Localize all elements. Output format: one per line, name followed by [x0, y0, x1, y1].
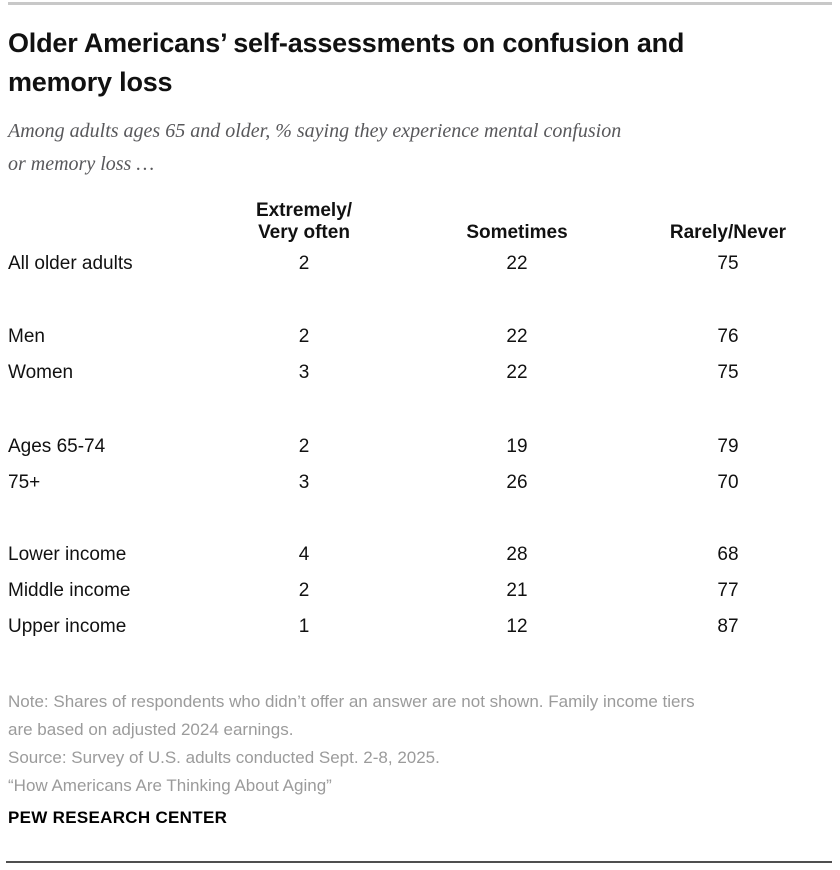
cell-value: 22 — [506, 326, 528, 347]
row-label: Middle income — [8, 580, 131, 601]
chart-subtitle-line2: or memory loss … — [8, 153, 155, 175]
chart-subtitle: Among adults ages 65 and older, % saying… — [8, 115, 832, 181]
group-gap — [8, 282, 832, 319]
cell-value: 21 — [506, 580, 528, 601]
row-label: Lower income — [8, 544, 127, 565]
column-header-rarely-never: Rarely/Never — [669, 222, 787, 243]
cell-value: 2 — [298, 580, 310, 601]
row-label: All older adults — [8, 253, 133, 274]
data-table: Extremely/ Very often Sometimes Rarely/N… — [8, 196, 832, 645]
cell-value: 26 — [506, 472, 528, 493]
table-row: Men 2 22 76 — [8, 319, 832, 355]
cell-value: 70 — [717, 472, 739, 493]
page-title-line1: Older Americans’ self-assessments on con… — [8, 28, 685, 58]
cell-value: 1 — [298, 616, 310, 637]
cell-value: 79 — [717, 436, 739, 457]
cell-value: 75 — [717, 253, 739, 274]
cell-value: 22 — [506, 253, 528, 274]
cell-value: 2 — [298, 326, 310, 347]
cell-value: 2 — [298, 253, 310, 274]
table-row: 75+ 3 26 70 — [8, 465, 832, 501]
column-header-sometimes: Sometimes — [466, 222, 568, 243]
top-divider — [8, 2, 832, 5]
note-line: Note: Shares of respondents who didn’t o… — [8, 692, 695, 711]
row-label: Upper income — [8, 616, 127, 637]
report-title-line: “How Americans Are Thinking About Aging” — [8, 776, 332, 795]
cell-value: 77 — [717, 580, 739, 601]
group-gap — [8, 391, 832, 429]
note-line: are based on adjusted 2024 earnings. — [8, 720, 294, 739]
cell-value: 19 — [506, 436, 528, 457]
column-header-extremely-very-often: Extremely/ Very often — [255, 200, 353, 243]
cell-value: 2 — [298, 436, 310, 457]
chart-subtitle-line1: Among adults ages 65 and older, % saying… — [8, 120, 622, 142]
row-label: Men — [8, 326, 45, 347]
cell-value: 12 — [506, 616, 528, 637]
page-title: Older Americans’ self-assessments on con… — [8, 24, 832, 102]
column-header-rowlabels — [8, 244, 198, 246]
pew-research-center-wordmark: PEW RESEARCH CENTER — [8, 808, 228, 827]
table-row: Lower income 4 28 68 — [8, 537, 832, 573]
source-line: Source: Survey of U.S. adults conducted … — [8, 748, 440, 767]
table-header-row: Extremely/ Very often Sometimes Rarely/N… — [8, 196, 832, 246]
cell-value: 3 — [298, 472, 310, 493]
row-label: Women — [8, 362, 74, 383]
cell-value: 28 — [506, 544, 528, 565]
cell-value: 22 — [506, 362, 528, 383]
table-row: All older adults 2 22 75 — [8, 246, 832, 282]
bottom-divider — [6, 861, 832, 863]
cell-value: 87 — [717, 616, 739, 637]
table-row: Upper income 1 12 87 — [8, 609, 832, 645]
footnote-block: Note: Shares of respondents who didn’t o… — [8, 688, 832, 800]
cell-value: 68 — [717, 544, 739, 565]
group-gap — [8, 501, 832, 537]
cell-value: 76 — [717, 326, 739, 347]
table-row: Women 3 22 75 — [8, 355, 832, 391]
table-row: Ages 65-74 2 19 79 — [8, 429, 832, 465]
cell-value: 3 — [298, 362, 310, 383]
row-label: Ages 65-74 — [8, 436, 106, 457]
cell-value: 75 — [717, 362, 739, 383]
table-row: Middle income 2 21 77 — [8, 573, 832, 609]
row-label: 75+ — [8, 472, 41, 493]
page-title-line2: memory loss — [8, 67, 173, 97]
cell-value: 4 — [298, 544, 310, 565]
